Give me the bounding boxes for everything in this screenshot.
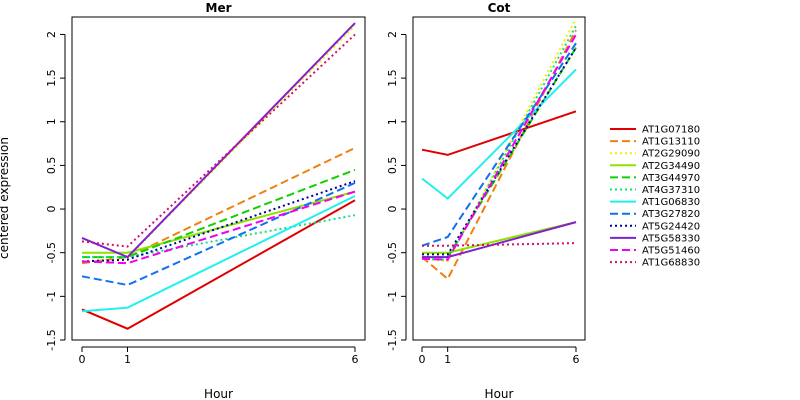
- y-axis-label: centered expression: [0, 137, 11, 259]
- panel-title: Mer: [206, 1, 232, 15]
- series-line-at5g51460: [81, 190, 356, 265]
- x-tick-label: 1: [124, 353, 131, 366]
- y-tick-label: -0.5: [45, 242, 58, 263]
- plot-frame: [412, 16, 586, 341]
- legend-label: AT1G68830: [642, 258, 700, 269]
- series-line-at2g29090: [81, 25, 356, 263]
- legend-label: AT1G07180: [642, 125, 700, 136]
- series-line-at2g34490: [422, 221, 577, 254]
- y-tick-label: 0.5: [45, 157, 58, 175]
- series-line-at4g37310: [82, 214, 356, 259]
- series-line-at3g27820: [421, 42, 577, 247]
- y-tick-label: 0: [386, 206, 399, 213]
- plot-frame: [71, 16, 366, 341]
- y-tick-label: 1.5: [386, 69, 399, 87]
- legend-label: AT1G06830: [642, 197, 700, 208]
- y-tick-label: 0.5: [386, 157, 399, 175]
- panel-mer: Mer -1.5 -1 -0.5 0 0.5 1 1.5 2 0 1 6 Hour: [45, 1, 366, 400]
- y-tick-label: -1: [45, 291, 58, 302]
- x-tick-label: 0: [419, 353, 426, 366]
- y-tick-label: -1.5: [386, 329, 399, 350]
- x-tick-label: 0: [79, 353, 86, 366]
- series-line-at5g24420: [81, 180, 356, 263]
- series-line-at5g58330: [422, 221, 577, 259]
- series-line-at2g29090: [421, 18, 577, 263]
- series-line-at5g58330: [81, 22, 356, 259]
- legend-label: AT2G29090: [642, 149, 700, 160]
- legend-label: AT5G51460: [642, 246, 700, 257]
- y-tick-label: -1: [386, 291, 399, 302]
- series-line-at1g07180: [421, 110, 577, 156]
- panel-cot: Cot -1.5 -1 -0.5 0 0.5 1 1.5 2 0 1 6 Hour: [386, 1, 586, 400]
- series-line-at2g34490: [82, 190, 356, 254]
- legend-label: AT4G37310: [642, 185, 700, 196]
- y-tick-label: 2: [386, 31, 399, 38]
- legend-label: AT3G44970: [642, 173, 700, 184]
- y-tick-label: 1: [386, 118, 399, 125]
- series-line-at4g37310: [421, 25, 577, 261]
- series-line-at1g68830: [81, 33, 356, 248]
- series-line-at1g07180: [81, 199, 356, 330]
- series-line-at5g24420: [422, 47, 577, 256]
- x-axis-label: Hour: [485, 387, 514, 400]
- y-tick-label: 1: [45, 118, 58, 125]
- x-tick-label: 1: [444, 353, 451, 366]
- legend-label: AT5G24420: [642, 221, 700, 232]
- series-line-at5g51460: [421, 34, 577, 261]
- y-tick-label: 1.5: [45, 69, 58, 87]
- series-line-at1g68830: [422, 242, 577, 247]
- x-tick-label: 6: [352, 353, 359, 366]
- legend-label: AT1G13110: [642, 137, 700, 148]
- x-tick-label: 6: [573, 353, 580, 366]
- y-tick-label: -0.5: [386, 242, 399, 263]
- legend-label: AT5G58330: [642, 233, 700, 244]
- series-line-at3g27820: [81, 181, 356, 287]
- y-tick-label: 2: [45, 31, 58, 38]
- series-line-at1g06830: [81, 195, 356, 313]
- y-tick-label: -1.5: [45, 329, 58, 350]
- chart-legend: AT1G07180AT1G13110AT2G29090AT2G34490AT3G…: [610, 125, 700, 269]
- panel-title: Cot: [488, 1, 511, 15]
- series-line-at1g06830: [421, 68, 577, 200]
- legend-label: AT3G27820: [642, 209, 700, 220]
- legend-label: AT2G34490: [642, 161, 700, 172]
- x-axis-label: Hour: [204, 387, 233, 400]
- y-tick-label: 0: [45, 206, 58, 213]
- chart-panels: Mer -1.5 -1 -0.5 0 0.5 1 1.5 2 0 1 6 Hour Cot -1.5 -1 -0…: [45, 1, 586, 400]
